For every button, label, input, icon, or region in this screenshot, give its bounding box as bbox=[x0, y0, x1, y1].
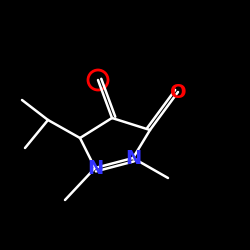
Text: O: O bbox=[170, 82, 186, 102]
Text: N: N bbox=[87, 158, 103, 178]
Text: N: N bbox=[125, 148, 141, 168]
